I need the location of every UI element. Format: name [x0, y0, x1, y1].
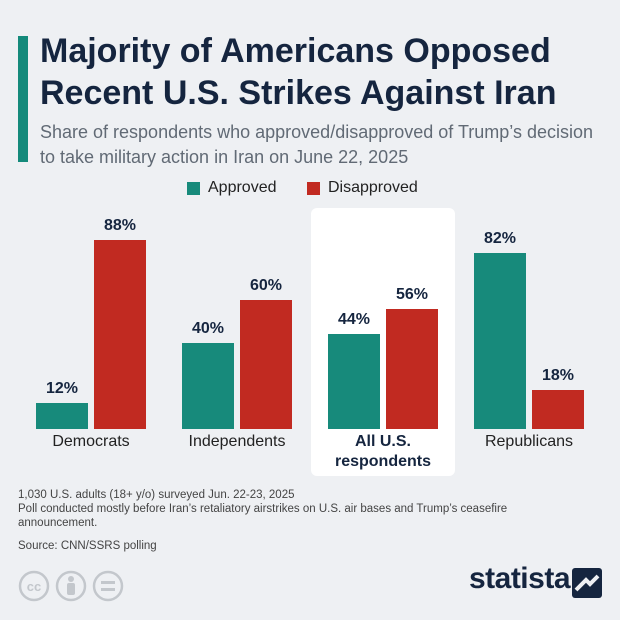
- value-label: 18%: [541, 367, 575, 385]
- value-label: 44%: [337, 311, 371, 329]
- chart-title: Majority of Americans Opposed Recent U.S…: [40, 32, 557, 112]
- legend-label: Approved: [208, 179, 277, 196]
- legend-swatch: [187, 181, 200, 195]
- category-label: Independents: [188, 433, 286, 450]
- value-label: 56%: [395, 285, 429, 303]
- value-label: 88%: [103, 216, 137, 234]
- bar: [94, 239, 146, 429]
- note: Poll conducted mostly before Iran’s reta…: [18, 503, 508, 529]
- bar: [328, 334, 380, 429]
- bar: [474, 252, 526, 429]
- bar: [240, 300, 292, 429]
- value-label: 60%: [249, 277, 283, 294]
- value-label: 82%: [483, 229, 517, 247]
- accent-bar: [18, 36, 28, 162]
- bar: [532, 390, 584, 429]
- bar: [36, 403, 88, 429]
- source: Source: CNN/SSRS polling: [18, 540, 157, 552]
- logo-icon: [572, 568, 602, 598]
- value-label: 12%: [45, 380, 79, 398]
- category-label: Republicans: [484, 433, 574, 450]
- logo: statista: [468, 562, 571, 595]
- value-label: 40%: [191, 320, 225, 337]
- legend-label: Disapproved: [328, 179, 418, 196]
- note: 1,030 U.S. adults (18+ y/o) surveyed Jun…: [18, 489, 295, 501]
- bar: [182, 343, 234, 429]
- legend-item: Disapproved: [307, 179, 418, 197]
- category-label: All U.S. respondents: [334, 433, 431, 470]
- license-icons: cc: [18, 570, 124, 602]
- legend-item: Approved: [187, 179, 277, 197]
- category-label: Democrats: [52, 433, 130, 450]
- bar: [386, 308, 438, 429]
- chart-subtitle: Share of respondents who approved/disapp…: [40, 122, 594, 167]
- legend-swatch: [307, 181, 320, 195]
- svg-text:cc: cc: [27, 579, 41, 594]
